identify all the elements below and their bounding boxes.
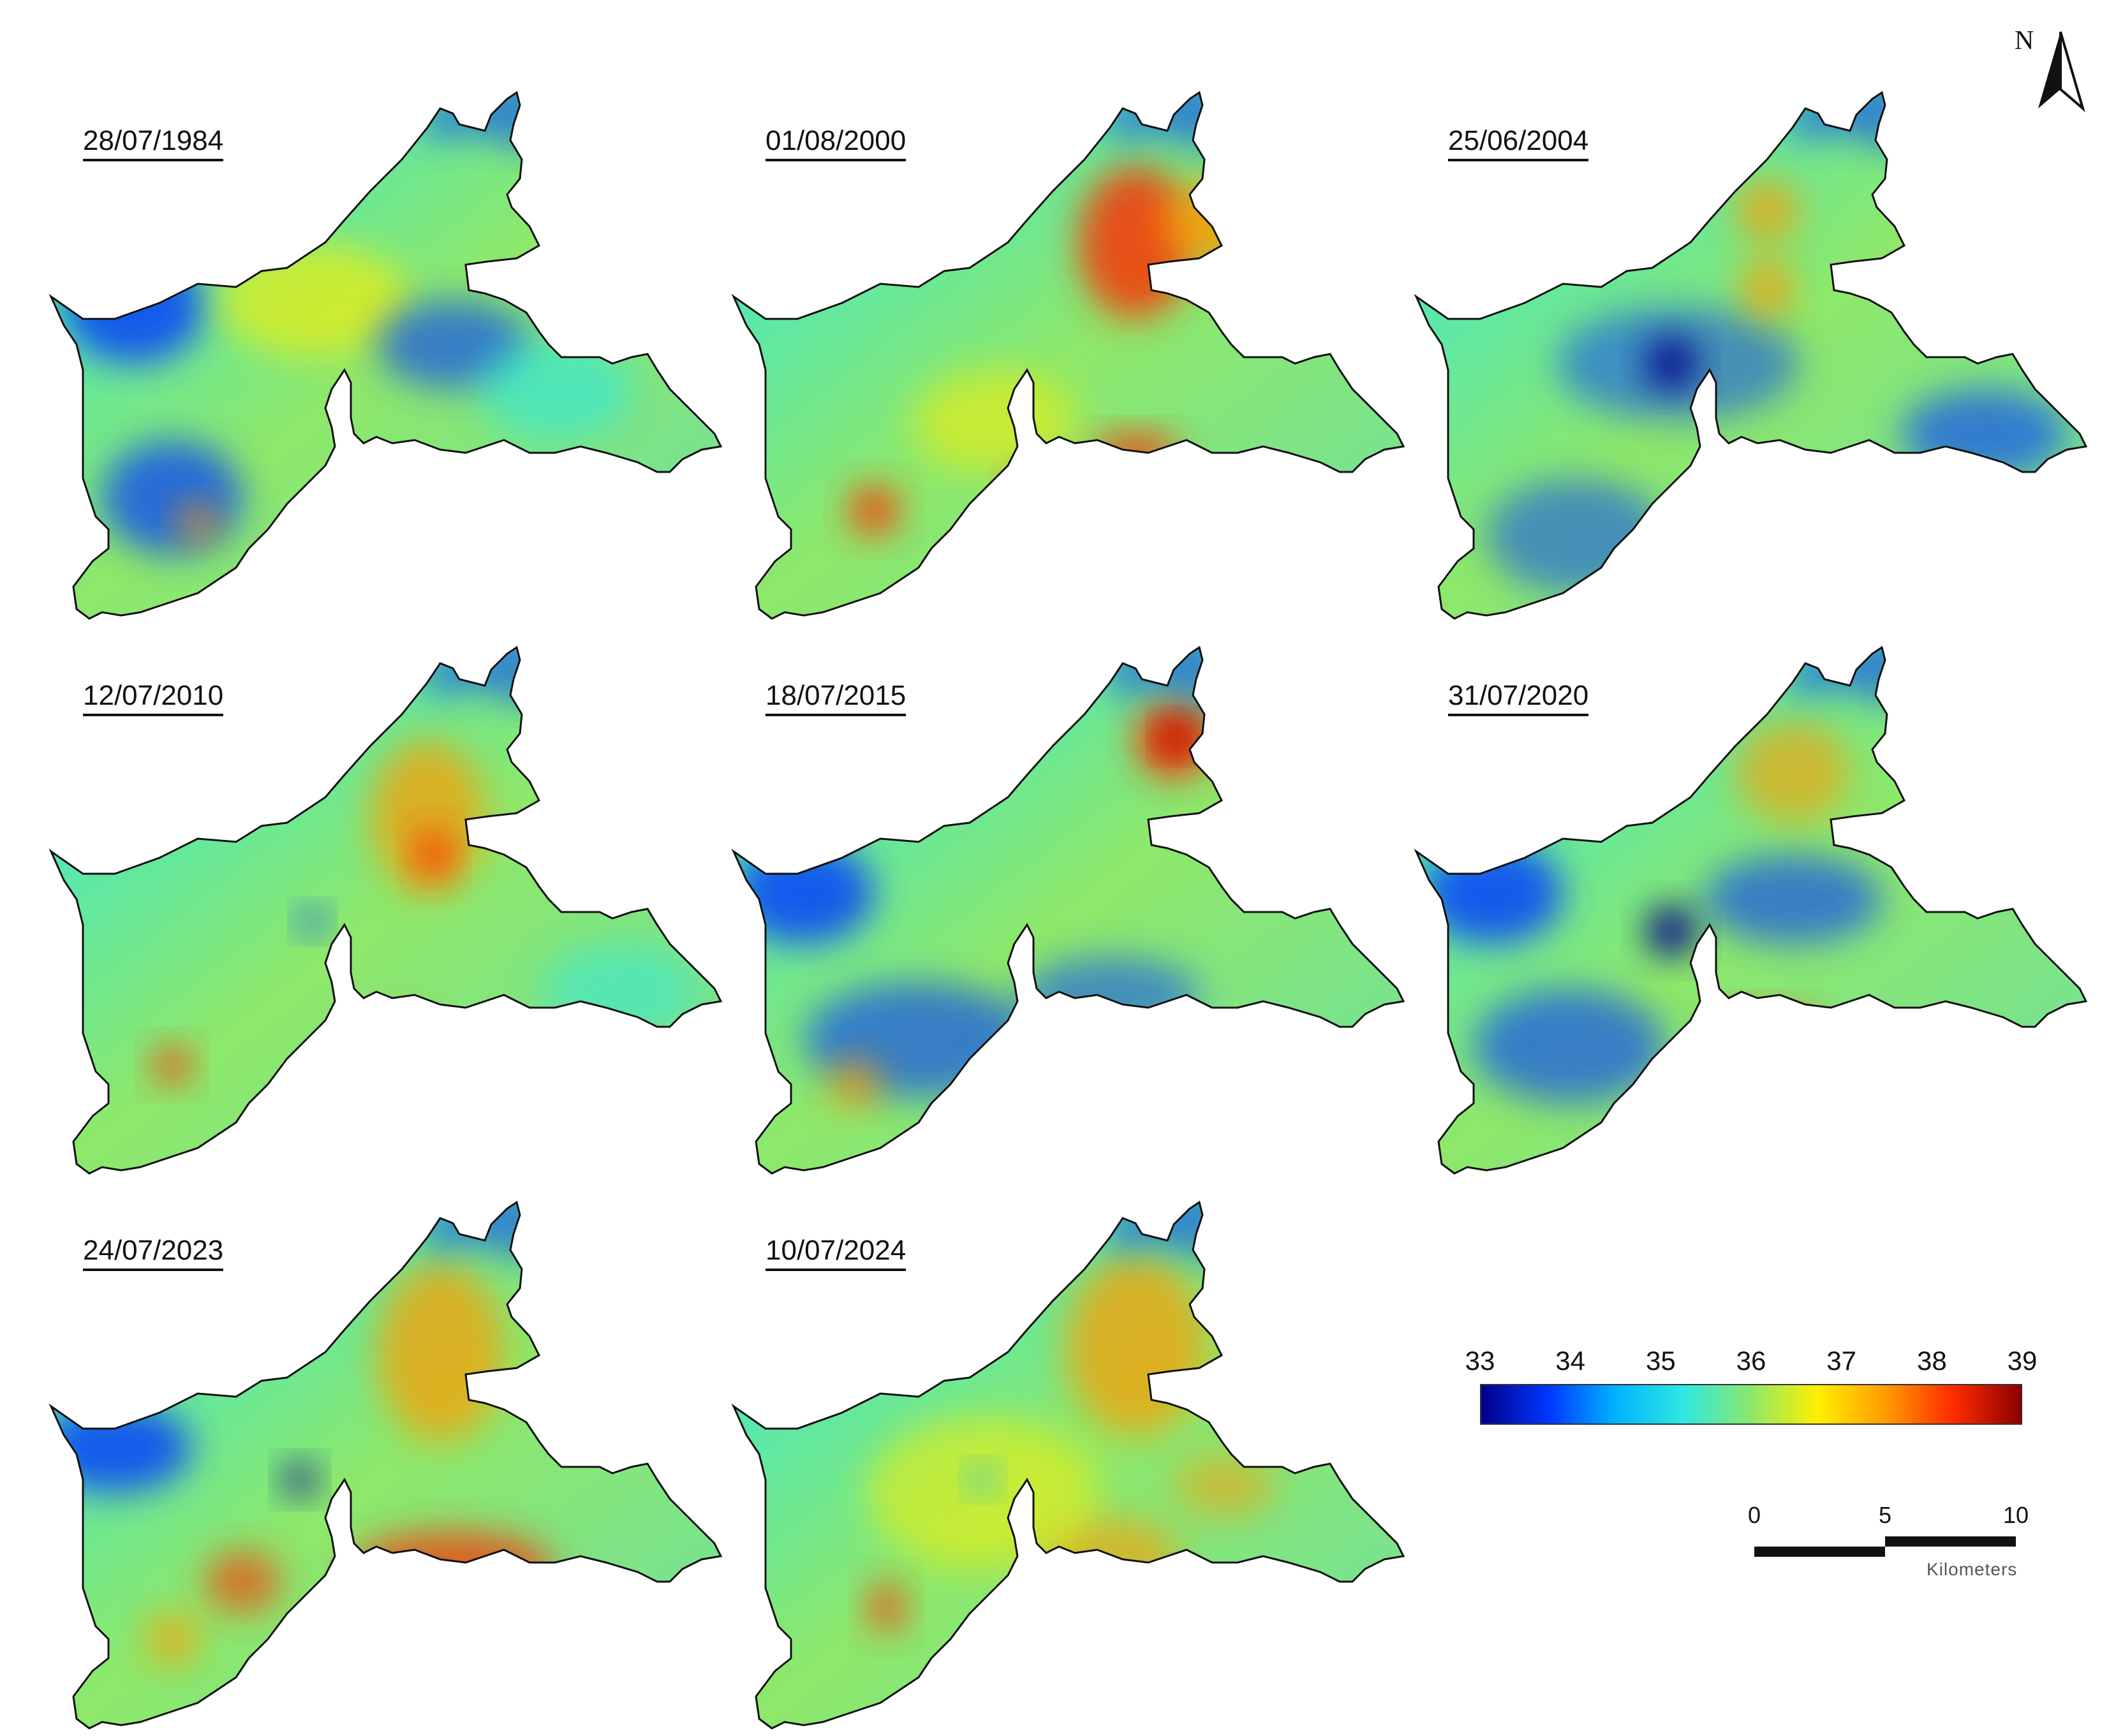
north-label: N (2015, 26, 2034, 55)
lst-map (48, 1200, 723, 1730)
legend-tick-label: 34 (1555, 1346, 1586, 1376)
scale-tick-10: 10 (2002, 1502, 2029, 1528)
lst-map (1414, 645, 2088, 1175)
scale-tick-0: 0 (1747, 1502, 1761, 1528)
scale-segment-lower (1754, 1547, 1885, 1557)
legend-tick-label: 35 (1645, 1346, 1676, 1376)
panel-date-label: 24/07/2023 (83, 1234, 224, 1271)
panel-date-label: 01/08/2000 (766, 124, 906, 161)
panel-date-label: 12/07/2010 (83, 679, 224, 716)
temperature-legend: 33 34 35 36 37 38 39 (1465, 1346, 2037, 1429)
scale-bar: 0 5 10 Kilometers (1748, 1502, 2054, 1591)
legend-tick-label: 36 (1736, 1346, 1766, 1376)
panel-date-label: 18/07/2015 (766, 679, 906, 716)
north-arrow-icon (2038, 31, 2085, 112)
lst-map (48, 91, 723, 620)
legend-tick-label: 38 (1916, 1346, 1947, 1376)
panel-date-label: 28/07/1984 (83, 124, 224, 161)
lst-map (731, 645, 1405, 1175)
scale-segment-upper (1885, 1536, 2016, 1547)
panel-date-label: 31/07/2020 (1448, 679, 1589, 716)
legend-tick-label: 39 (2007, 1346, 2038, 1376)
panel-date-label: 10/07/2024 (766, 1234, 906, 1271)
lst-map (48, 645, 723, 1175)
panel-date-label: 25/06/2004 (1448, 124, 1589, 161)
lst-map (731, 91, 1405, 620)
legend-color-ramp (1480, 1384, 2022, 1425)
lst-map (1414, 91, 2088, 620)
legend-tick-label: 33 (1465, 1346, 1495, 1376)
scale-unit: Kilometers (1927, 1559, 2018, 1579)
lst-map (731, 1200, 1405, 1730)
scale-tick-5: 5 (1878, 1502, 1892, 1528)
legend-tick-label: 37 (1826, 1346, 1857, 1376)
